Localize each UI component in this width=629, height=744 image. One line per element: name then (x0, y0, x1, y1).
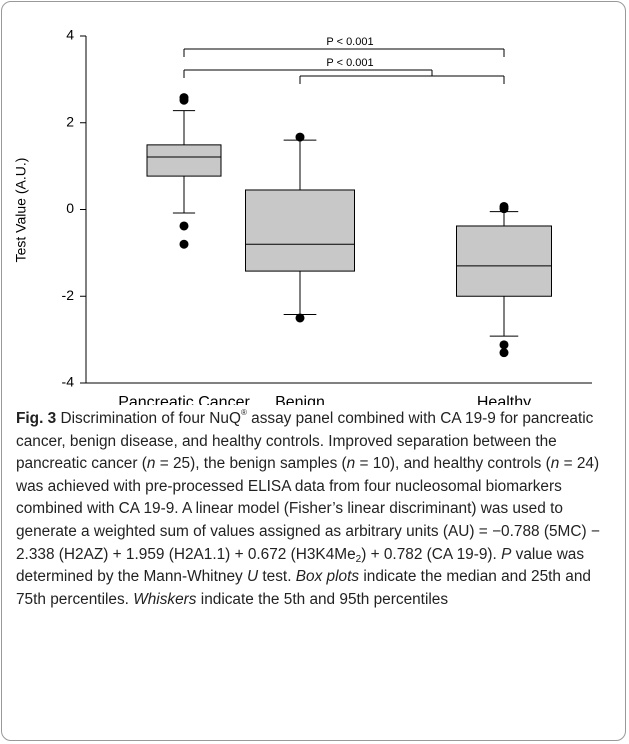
caption-italic: Box plots (295, 568, 360, 586)
caption-italic: n (550, 455, 560, 473)
y-tick-label: 4 (66, 27, 74, 43)
outlier (179, 93, 189, 103)
caption-text: assay panel combined with CA 19-9 for pa… (16, 410, 594, 473)
annotation: P < 0.001 (326, 36, 373, 48)
caption-italic: n (346, 455, 356, 473)
annotation: P < 0.001 (326, 57, 373, 69)
caption: Fig. 3 Discrimination of four NuQ® assay… (16, 408, 614, 611)
outlier (499, 348, 509, 358)
caption-text: value was determined by the Mann-Whitney (16, 545, 585, 586)
outlier (295, 132, 305, 142)
box (146, 144, 222, 177)
caption-text: test. (258, 568, 296, 586)
box (456, 225, 552, 297)
caption-sup: ® (240, 408, 247, 417)
y-tick-label: 2 (66, 113, 74, 129)
caption-italic: Whiskers (133, 590, 197, 608)
box (245, 189, 355, 272)
outlier (499, 340, 509, 350)
caption-italic: P (501, 545, 512, 563)
outlier (179, 239, 189, 249)
caption-text: = 10), and healthy controls ( (355, 455, 551, 473)
x-tick-label: Healthy (477, 394, 531, 405)
caption-text: indicate the 5th and 95th percentiles (196, 590, 449, 608)
caption-sub: 2 (355, 553, 362, 565)
caption-italic: U (246, 568, 259, 586)
outlier (179, 221, 189, 231)
caption-text: = 24) was achieved with pre-processed EL… (16, 455, 600, 563)
x-tick-label: Pancreatic Cancer (118, 394, 250, 405)
y-tick-label: 0 (66, 200, 74, 216)
caption-text: indicate the median and 25th and 75th pe… (16, 568, 591, 608)
caption-text: = 25), the benign samples ( (155, 455, 347, 473)
outlier (499, 201, 509, 211)
caption-italic: n (146, 455, 156, 473)
y-tick-label: -2 (62, 287, 75, 303)
outlier (295, 313, 305, 323)
fig-label: Fig. 3 (16, 410, 57, 427)
caption-text: Discrimination of four NuQ (56, 410, 241, 427)
x-tick-label: Benign (275, 394, 325, 405)
caption-text: ) + 0.782 (CA 19-9). (361, 545, 502, 563)
chart: Test Value (A.U.) -4 -2 0 2 4 Pancreatic Canc… (13, 27, 592, 405)
y-tick-label: -4 (62, 374, 75, 390)
y-axis-label: Test Value (A.U.) (13, 158, 29, 263)
